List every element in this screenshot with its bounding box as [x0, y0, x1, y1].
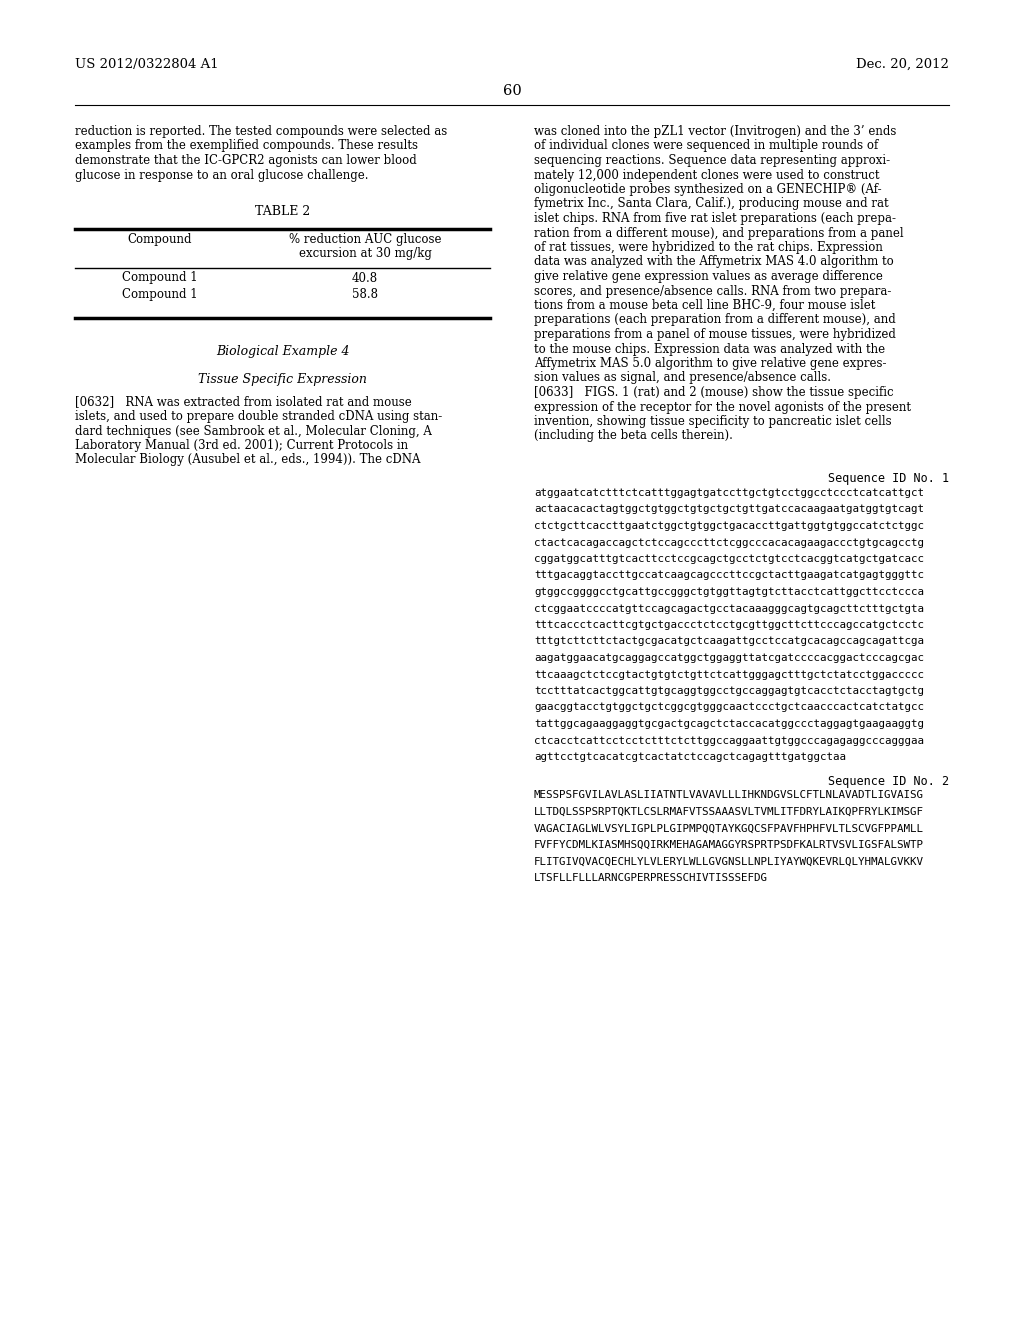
- Text: Dec. 20, 2012: Dec. 20, 2012: [856, 58, 949, 71]
- Text: tttgtcttcttctactgcgacatgctcaagattgcctccatgcacagccagcagattcga: tttgtcttcttctactgcgacatgctcaagattgcctcca…: [534, 636, 924, 647]
- Text: Sequence ID No. 1: Sequence ID No. 1: [827, 473, 949, 484]
- Text: (including the beta cells therein).: (including the beta cells therein).: [534, 429, 733, 442]
- Text: tions from a mouse beta cell line BHC-9, four mouse islet: tions from a mouse beta cell line BHC-9,…: [534, 300, 876, 312]
- Text: islet chips. RNA from five rat islet preparations (each prepa-: islet chips. RNA from five rat islet pre…: [534, 213, 896, 224]
- Text: was cloned into the pZL1 vector (Invitrogen) and the 3’ ends: was cloned into the pZL1 vector (Invitro…: [534, 125, 896, 139]
- Text: reduction is reported. The tested compounds were selected as: reduction is reported. The tested compou…: [75, 125, 447, 139]
- Text: 40.8: 40.8: [352, 272, 378, 285]
- Text: dard techniques (see Sambrook et al., Molecular Cloning, A: dard techniques (see Sambrook et al., Mo…: [75, 425, 432, 437]
- Text: tattggcagaaggaggtgcgactgcagctctaccacatggccctaggagtgaagaaggtg: tattggcagaaggaggtgcgactgcagctctaccacatgg…: [534, 719, 924, 729]
- Text: [0632]   RNA was extracted from isolated rat and mouse: [0632] RNA was extracted from isolated r…: [75, 396, 412, 408]
- Text: tcctttatcactggcattgtgcaggtggcctgccaggagtgtcacctctacctagtgctg: tcctttatcactggcattgtgcaggtggcctgccaggagt…: [534, 686, 924, 696]
- Text: of rat tissues, were hybridized to the rat chips. Expression: of rat tissues, were hybridized to the r…: [534, 242, 883, 253]
- Text: cggatggcatttgtcacttcctccgcagctgcctctgtcctcacggtcatgctgatcacc: cggatggcatttgtcacttcctccgcagctgcctctgtcc…: [534, 554, 924, 564]
- Text: Biological Example 4: Biological Example 4: [216, 346, 349, 359]
- Text: actaacacactagtggctgtggctgtgctgctgttgatccacaagaatgatggtgtcagt: actaacacactagtggctgtggctgtgctgctgttgatcc…: [534, 504, 924, 515]
- Text: Molecular Biology (Ausubel et al., eds., 1994)). The cDNA: Molecular Biology (Ausubel et al., eds.,…: [75, 454, 421, 466]
- Text: preparations from a panel of mouse tissues, were hybridized: preparations from a panel of mouse tissu…: [534, 327, 896, 341]
- Text: Laboratory Manual (3rd ed. 2001); Current Protocols in: Laboratory Manual (3rd ed. 2001); Curren…: [75, 440, 409, 451]
- Text: aagatggaacatgcaggagccatggctggaggttatcgatccccacggactcccagcgac: aagatggaacatgcaggagccatggctggaggttatcgat…: [534, 653, 924, 663]
- Text: tttgacaggtaccttgccatcaagcagcccttccgctacttgaagatcatgagtgggttc: tttgacaggtaccttgccatcaagcagcccttccgctact…: [534, 570, 924, 581]
- Text: tttcaccctcacttcgtgctgaccctctcctgcgttggcttcttcccagccatgctcctc: tttcaccctcacttcgtgctgaccctctcctgcgttggct…: [534, 620, 924, 630]
- Text: US 2012/0322804 A1: US 2012/0322804 A1: [75, 58, 219, 71]
- Text: % reduction AUC glucose: % reduction AUC glucose: [289, 234, 441, 246]
- Text: [0633]   FIGS. 1 (rat) and 2 (mouse) show the tissue specific: [0633] FIGS. 1 (rat) and 2 (mouse) show …: [534, 385, 894, 399]
- Text: to the mouse chips. Expression data was analyzed with the: to the mouse chips. Expression data was …: [534, 342, 885, 355]
- Text: MESSPSFGVILAVLASLIIATNTLVAVAVLLLIHKNDGVSLCFTLNLAVADTLIGVAISG: MESSPSFGVILAVLASLIIATNTLVAVAVLLLIHKNDGVS…: [534, 791, 924, 800]
- Text: agttcctgtcacatcgtcactatctccagctcagagtttgatggctaa: agttcctgtcacatcgtcactatctccagctcagagtttg…: [534, 752, 846, 762]
- Text: sequencing reactions. Sequence data representing approxi-: sequencing reactions. Sequence data repr…: [534, 154, 890, 168]
- Text: oligonucleotide probes synthesized on a GENECHIP® (Af-: oligonucleotide probes synthesized on a …: [534, 183, 882, 195]
- Text: sion values as signal, and presence/absence calls.: sion values as signal, and presence/abse…: [534, 371, 831, 384]
- Text: scores, and presence/absence calls. RNA from two prepara-: scores, and presence/absence calls. RNA …: [534, 285, 891, 297]
- Text: FLITGIVQVACQECHLYLVLERYLWLLGVGNSLLNPLIYAYWQKEVRLQLYHMALGVKKV: FLITGIVQVACQECHLYLVLERYLWLLGVGNSLLNPLIYA…: [534, 857, 924, 866]
- Text: demonstrate that the IC-GPCR2 agonists can lower blood: demonstrate that the IC-GPCR2 agonists c…: [75, 154, 417, 168]
- Text: Compound 1: Compound 1: [122, 288, 198, 301]
- Text: atggaatcatctttctcatttggagtgatccttgctgtcctggcctccctcatcattgct: atggaatcatctttctcatttggagtgatccttgctgtcc…: [534, 488, 924, 498]
- Text: Affymetrix MAS 5.0 algorithm to give relative gene expres-: Affymetrix MAS 5.0 algorithm to give rel…: [534, 356, 887, 370]
- Text: LTSFLLFLLLARNCGPERPRESSCHIVTISSSEFDG: LTSFLLFLLLARNCGPERPRESSCHIVTISSSEFDG: [534, 873, 768, 883]
- Text: 60: 60: [503, 84, 521, 98]
- Text: ttcaaagctctccgtactgtgtctgttctcattgggagctttgctctatcctggaccccc: ttcaaagctctccgtactgtgtctgttctcattgggagct…: [534, 669, 924, 680]
- Text: 58.8: 58.8: [352, 288, 378, 301]
- Text: ctactcacagaccagctctccagcccttctcggcccacacagaagaccctgtgcagcctg: ctactcacagaccagctctccagcccttctcggcccacac…: [534, 537, 924, 548]
- Text: VAGACIAGLWLVSYLIGPLPLGIPMPQQTAYKGQCSFPAVFHPHFVLTLSCVGFPPAMLL: VAGACIAGLWLVSYLIGPLPLGIPMPQQTAYKGQCSFPAV…: [534, 824, 924, 833]
- Text: Compound: Compound: [128, 234, 193, 246]
- Text: ration from a different mouse), and preparations from a panel: ration from a different mouse), and prep…: [534, 227, 903, 239]
- Text: ctcggaatccccatgttccagcagactgcctacaaagggcagtgcagcttctttgctgta: ctcggaatccccatgttccagcagactgcctacaaagggc…: [534, 603, 924, 614]
- Text: preparations (each preparation from a different mouse), and: preparations (each preparation from a di…: [534, 314, 896, 326]
- Text: of individual clones were sequenced in multiple rounds of: of individual clones were sequenced in m…: [534, 140, 879, 153]
- Text: examples from the exemplified compounds. These results: examples from the exemplified compounds.…: [75, 140, 418, 153]
- Text: data was analyzed with the Affymetrix MAS 4.0 algorithm to: data was analyzed with the Affymetrix MA…: [534, 256, 894, 268]
- Text: Compound 1: Compound 1: [122, 272, 198, 285]
- Text: gtggccggggcctgcattgccgggctgtggttagtgtcttacctcattggcttcctccca: gtggccggggcctgcattgccgggctgtggttagtgtctt…: [534, 587, 924, 597]
- Text: excursion at 30 mg/kg: excursion at 30 mg/kg: [299, 248, 431, 260]
- Text: gaacggtacctgtggctgctcggcgtgggcaactccctgctcaacccactcatctatgcc: gaacggtacctgtggctgctcggcgtgggcaactccctgc…: [534, 702, 924, 713]
- Text: give relative gene expression values as average difference: give relative gene expression values as …: [534, 271, 883, 282]
- Text: invention, showing tissue specificity to pancreatic islet cells: invention, showing tissue specificity to…: [534, 414, 892, 428]
- Text: fymetrix Inc., Santa Clara, Calif.), producing mouse and rat: fymetrix Inc., Santa Clara, Calif.), pro…: [534, 198, 889, 210]
- Text: islets, and used to prepare double stranded cDNA using stan-: islets, and used to prepare double stran…: [75, 411, 442, 422]
- Text: expression of the receptor for the novel agonists of the present: expression of the receptor for the novel…: [534, 400, 911, 413]
- Text: TABLE 2: TABLE 2: [255, 205, 310, 218]
- Text: Sequence ID No. 2: Sequence ID No. 2: [827, 775, 949, 788]
- Text: mately 12,000 independent clones were used to construct: mately 12,000 independent clones were us…: [534, 169, 880, 181]
- Text: glucose in response to an oral glucose challenge.: glucose in response to an oral glucose c…: [75, 169, 369, 181]
- Text: ctctgcttcaccttgaatctggctgtggctgacaccttgattggtgtggccatctctggc: ctctgcttcaccttgaatctggctgtggctgacaccttga…: [534, 521, 924, 531]
- Text: FVFFYCDMLKIASMHSQQIRKMEHAGAMAGGYRSPRTPSDFKALRTVSVLIGSFALSWTP: FVFFYCDMLKIASMHSQQIRKMEHAGAMAGGYRSPRTPSD…: [534, 840, 924, 850]
- Text: ctcacctcattcctcctctttctcttggccaggaattgtggcccagagaggcccagggaa: ctcacctcattcctcctctttctcttggccaggaattgtg…: [534, 735, 924, 746]
- Text: Tissue Specific Expression: Tissue Specific Expression: [198, 374, 367, 387]
- Text: LLTDQLSSPSRPTQKTLCSLRMAFVTSSAAASVLTVMLITFDRYLAIKQPFRYLKIMSGF: LLTDQLSSPSRPTQKTLCSLRMAFVTSSAAASVLTVMLIT…: [534, 807, 924, 817]
